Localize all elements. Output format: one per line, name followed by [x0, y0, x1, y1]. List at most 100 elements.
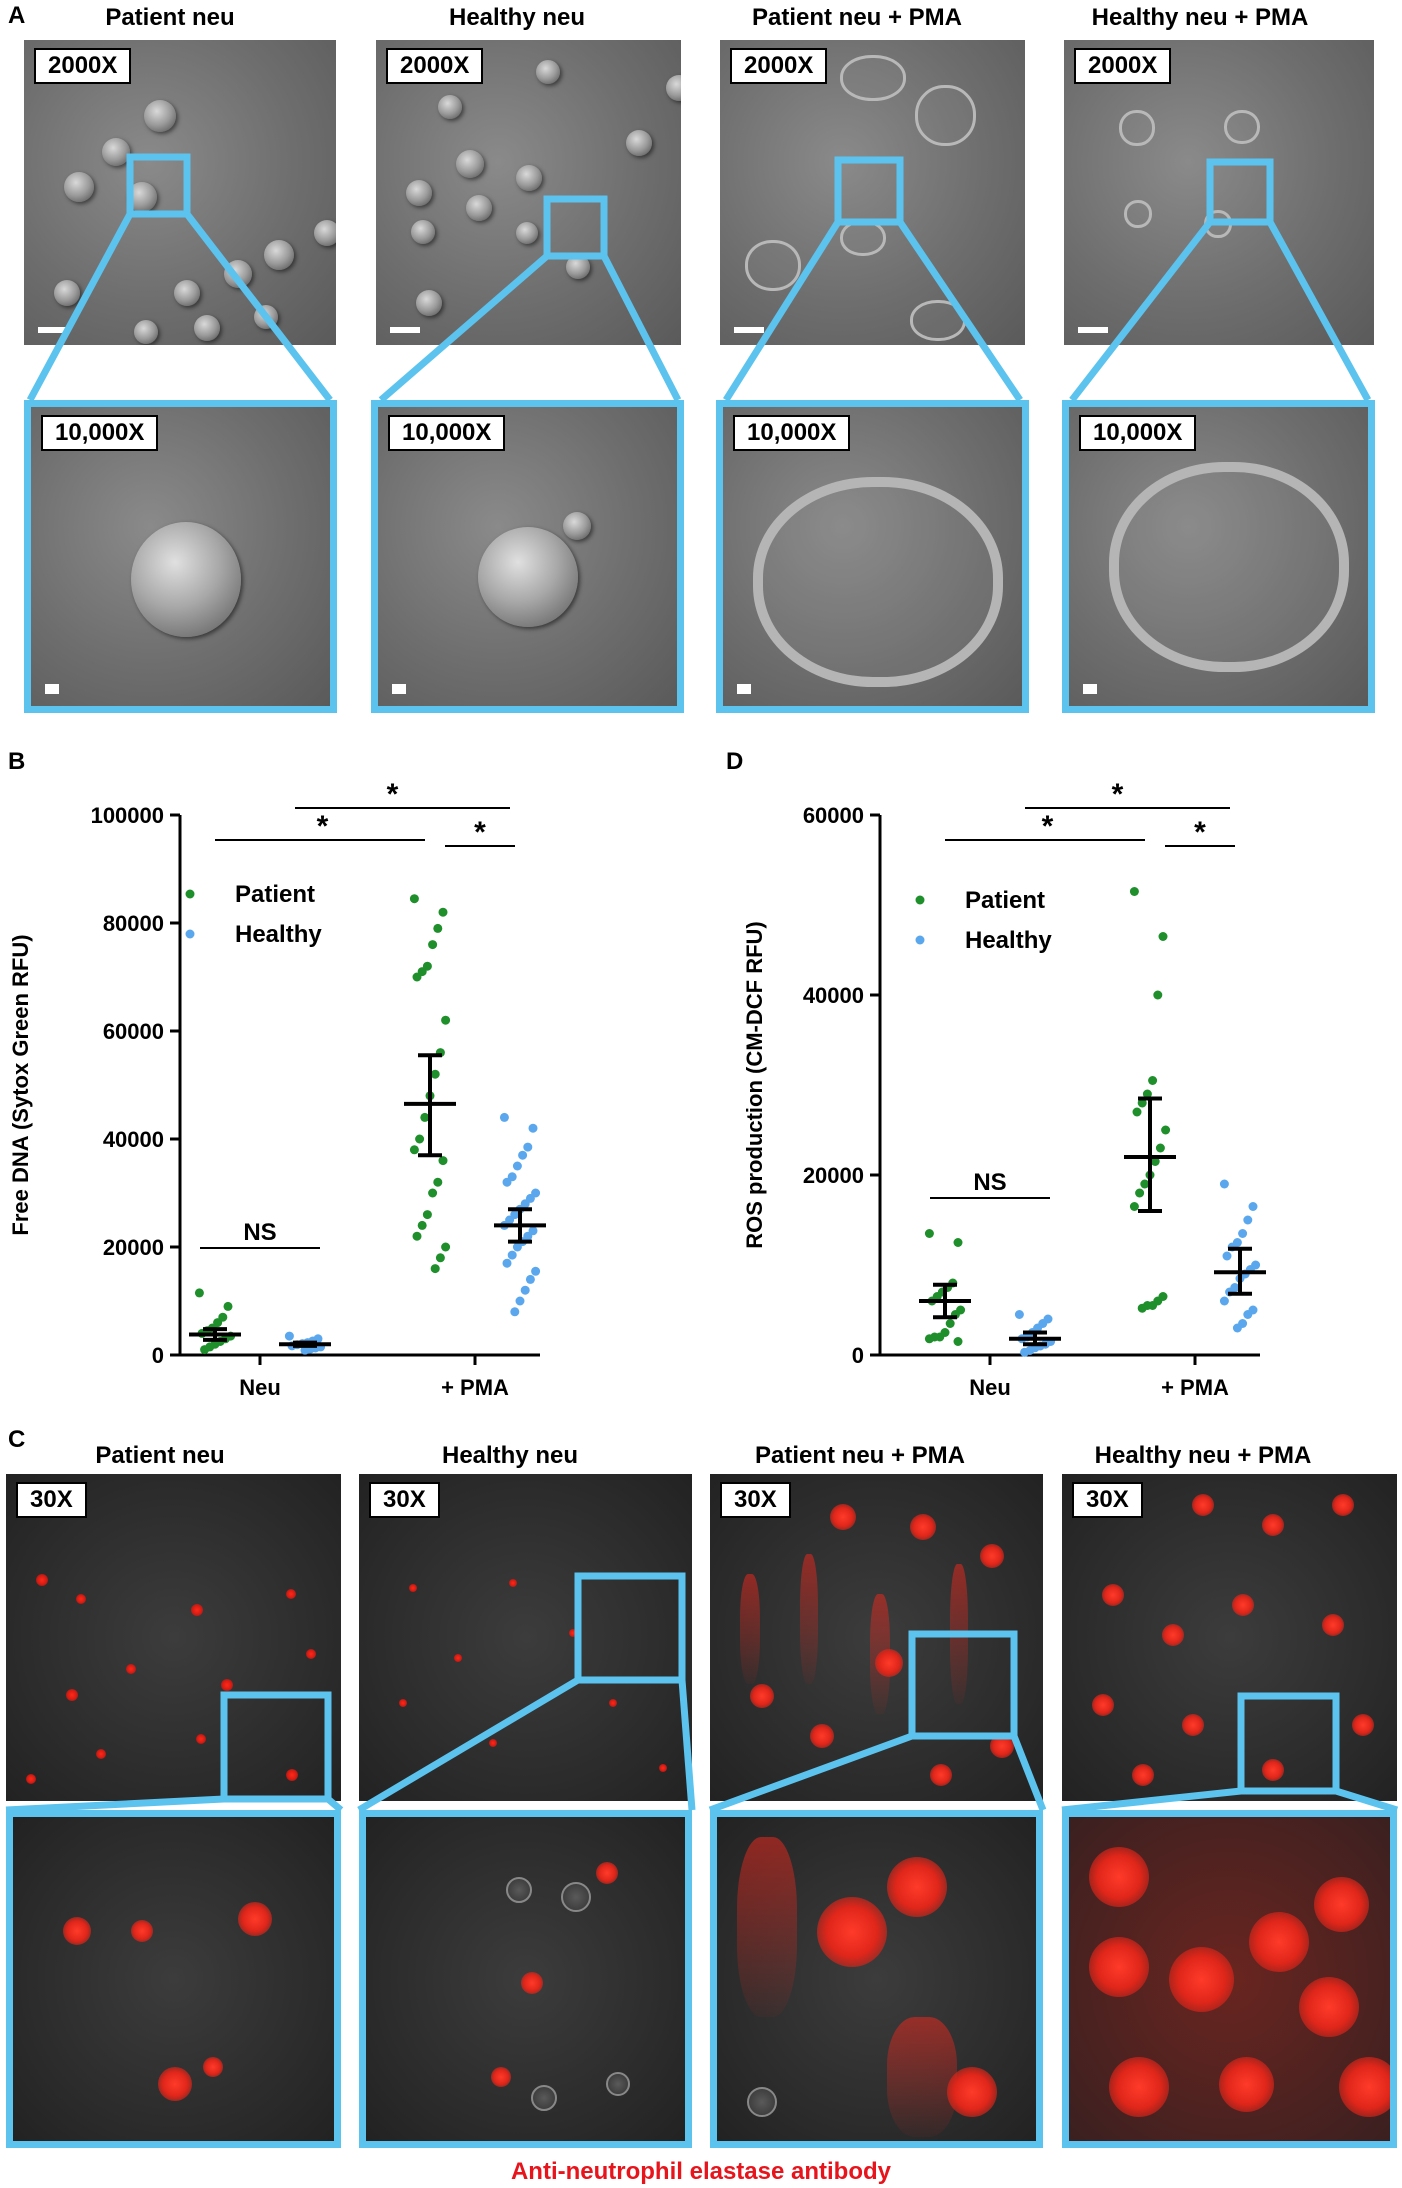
red-cell	[286, 1769, 298, 1781]
x-tick-label: + PMA	[441, 1375, 509, 1400]
sig-label: NS	[243, 1219, 276, 1246]
red-cell	[1219, 2057, 1274, 2112]
scale-bar	[38, 327, 68, 333]
neutrophil	[264, 240, 294, 270]
data-point	[441, 1015, 451, 1025]
data-point	[428, 940, 438, 950]
data-point	[1014, 1310, 1024, 1319]
scale-bar	[392, 684, 406, 694]
data-point	[1243, 1310, 1253, 1319]
red-cell	[1339, 2057, 1390, 2117]
y-axis-title: Free DNA (Sytox Green RFU)	[8, 934, 33, 1235]
red-cell	[238, 1902, 272, 1936]
data-point	[507, 1250, 517, 1260]
data-point	[412, 1231, 422, 1241]
net-streak	[740, 1574, 760, 1684]
red-cell	[521, 1972, 543, 1994]
mag-label: 30X	[16, 1482, 87, 1518]
data-point	[520, 1285, 530, 1295]
legend-marker	[915, 895, 925, 905]
panel-c-title-4: Healthy neu + PMA	[1094, 1442, 1312, 1469]
legend-label: Patient	[235, 881, 315, 908]
data-point	[1137, 1098, 1147, 1108]
red-cell	[96, 1749, 106, 1759]
data-point	[1020, 1347, 1030, 1357]
legend-marker	[185, 929, 195, 939]
x-tick-label: Neu	[239, 1375, 281, 1400]
red-cell	[491, 2067, 511, 2087]
neutrophil	[411, 220, 435, 244]
sem-low-healthy-neu: 2000X	[376, 40, 681, 345]
data-point	[409, 894, 419, 904]
red-cell	[609, 1699, 617, 1707]
bleb	[563, 512, 591, 540]
red-cell	[750, 1684, 774, 1708]
red-cell	[875, 1649, 903, 1677]
red-cell	[1192, 1494, 1214, 1516]
red-cell	[1092, 1694, 1114, 1716]
data-point	[1148, 1076, 1158, 1085]
sem-high-patient-neu-pma: 10,000X	[716, 400, 1029, 713]
panel-c-title-1: Patient neu	[95, 1442, 225, 1469]
legend-label: Patient	[965, 887, 1045, 914]
data-point	[438, 907, 448, 917]
unstained-cell	[747, 2087, 777, 2117]
red-cell	[1162, 1624, 1184, 1646]
neutrophil	[516, 222, 538, 244]
red-cell	[830, 1504, 856, 1530]
net-streak	[887, 2017, 957, 2137]
data-point	[194, 1288, 204, 1298]
red-cell	[221, 1679, 233, 1691]
fluo-low-healthy-neu-pma: 30X	[1062, 1474, 1397, 1801]
neutrophil	[194, 315, 220, 341]
sem-high-healthy-neu-pma: 10,000X	[1062, 400, 1375, 713]
y-tick-label: 20000	[103, 1235, 164, 1260]
data-point	[223, 1301, 233, 1311]
scale-bar	[390, 327, 420, 333]
mag-label: 10,000X	[388, 415, 506, 451]
scale-bar	[737, 684, 751, 694]
red-cell	[1249, 1912, 1309, 1972]
data-point	[531, 1266, 541, 1276]
net-zoomed	[753, 477, 1003, 687]
neutrophil	[314, 220, 336, 246]
red-cell	[1299, 1977, 1359, 2037]
net-zoomed	[1109, 462, 1349, 672]
panel-a-title-4: Healthy neu + PMA	[1091, 4, 1309, 31]
data-point	[433, 923, 443, 933]
panel-c-title-3: Patient neu + PMA	[754, 1442, 966, 1469]
mag-label: 2000X	[1074, 48, 1172, 84]
data-point	[515, 1296, 525, 1306]
data-point	[512, 1161, 522, 1171]
data-point	[1222, 1251, 1232, 1261]
data-point	[512, 1242, 522, 1252]
sem-low-healthy-neu-pma: 2000X	[1064, 40, 1374, 345]
data-point	[300, 1345, 310, 1355]
neutrophil-zoomed	[131, 522, 241, 637]
neutrophil	[144, 100, 176, 132]
data-point	[430, 1264, 440, 1274]
data-point	[1137, 1303, 1147, 1313]
net-cell	[1124, 200, 1152, 228]
mag-label: 2000X	[34, 48, 132, 84]
neutrophil	[456, 150, 484, 178]
red-cell	[930, 1764, 952, 1786]
mag-label: 10,000X	[41, 415, 159, 451]
red-cell	[26, 1774, 36, 1784]
red-cell	[454, 1654, 462, 1662]
red-cell	[1262, 1759, 1284, 1781]
data-point	[417, 1220, 427, 1230]
red-cell	[1314, 1877, 1369, 1932]
data-point	[502, 1258, 512, 1268]
red-cell	[1332, 1494, 1354, 1516]
red-cell	[910, 1514, 936, 1540]
red-cell	[191, 1604, 203, 1616]
y-tick-label: 60000	[103, 1019, 164, 1044]
sem-low-patient-neu-pma: 2000X	[720, 40, 1025, 345]
fluo-high-healthy-neu	[359, 1810, 692, 2148]
red-cell	[1089, 1847, 1149, 1907]
red-cell	[36, 1574, 48, 1586]
y-tick-label: 0	[152, 1343, 164, 1368]
data-point	[422, 1210, 432, 1220]
red-cell	[63, 1917, 91, 1945]
